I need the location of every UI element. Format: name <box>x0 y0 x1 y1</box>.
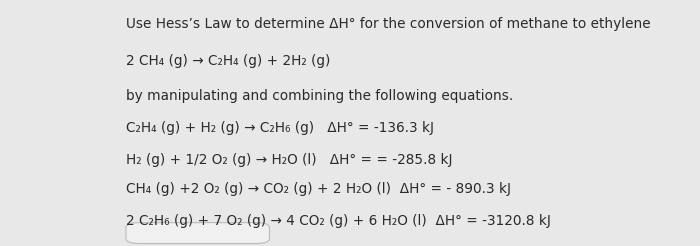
Text: 2 C₂H₆ (g) + 7 O₂ (g) → 4 CO₂ (g) + 6 H₂O (l)  ΔH° = -3120.8 kJ: 2 C₂H₆ (g) + 7 O₂ (g) → 4 CO₂ (g) + 6 H₂… <box>126 214 551 228</box>
Text: CH₄ (g) +2 O₂ (g) → CO₂ (g) + 2 H₂O (l)  ΔH° = - 890.3 kJ: CH₄ (g) +2 O₂ (g) → CO₂ (g) + 2 H₂O (l) … <box>126 182 511 196</box>
FancyBboxPatch shape <box>126 223 270 244</box>
Text: H₂ (g) + 1/2 O₂ (g) → H₂O (l)   ΔH° = = -285.8 kJ: H₂ (g) + 1/2 O₂ (g) → H₂O (l) ΔH° = = -2… <box>126 153 452 167</box>
Text: C₂H₄ (g) + H₂ (g) → C₂H₆ (g)   ΔH° = -136.3 kJ: C₂H₄ (g) + H₂ (g) → C₂H₆ (g) ΔH° = -136.… <box>126 121 434 135</box>
Text: 2 CH₄ (g) → C₂H₄ (g) + 2H₂ (g): 2 CH₄ (g) → C₂H₄ (g) + 2H₂ (g) <box>126 54 330 68</box>
Text: by manipulating and combining the following equations.: by manipulating and combining the follow… <box>126 89 513 103</box>
Text: Use Hess’s Law to determine ΔH° for the conversion of methane to ethylene: Use Hess’s Law to determine ΔH° for the … <box>126 17 650 31</box>
